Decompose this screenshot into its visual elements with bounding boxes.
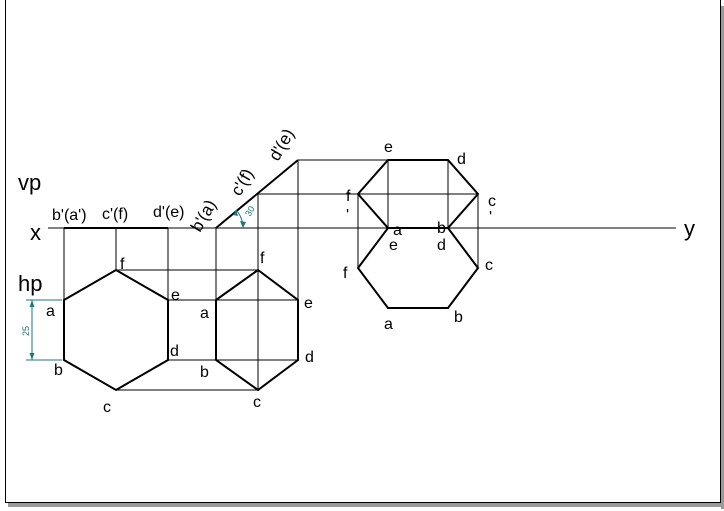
tv1-label-f: f (120, 256, 125, 273)
sv-upper-label-e: e (384, 139, 393, 156)
sv-upper-label-f: f (346, 188, 351, 205)
tv2-label-a: a (200, 305, 209, 322)
dimension-25-label: 25 (21, 326, 31, 336)
fv2-label-3: d'(e) (265, 126, 298, 164)
tv2-label-e: e (304, 295, 313, 312)
top-view-2-inner-lines (216, 270, 298, 390)
hp-label: hp (18, 271, 42, 296)
fv1-label-left: b'(a') (52, 207, 87, 224)
sv-lower-label-d: d (437, 237, 446, 254)
dimension-25 (26, 299, 62, 361)
top-view-2-hexagon (215, 268, 299, 392)
axis-x-label: x (30, 220, 41, 245)
frame-shadow-bottom (8, 503, 724, 507)
sv-lower-label-b: b (454, 309, 463, 326)
tv2-label-f: f (260, 250, 265, 267)
tv1-label-e: e (171, 287, 180, 304)
drawing-frame (5, 0, 721, 503)
tv1-label-b: b (54, 362, 63, 379)
angle-label: 30 (243, 204, 257, 218)
tv2-label-c: c (253, 394, 261, 411)
tv2-label-b: b (200, 364, 209, 381)
vp-label: vp (18, 170, 41, 195)
sv-lower-label-e: e (389, 237, 398, 254)
fv2-label-2: c'(f) (227, 165, 257, 199)
tv1-label-d: d (170, 343, 179, 360)
top-view-1-hexagon (63, 268, 169, 392)
side-view-upper-inner-lines (358, 160, 478, 228)
axis-y-label: y (684, 216, 695, 241)
tv1-label-c: c (103, 399, 111, 416)
tv2-label-d: d (305, 349, 314, 366)
sv-lower-label-c: c (485, 257, 493, 274)
side-view-projectors (357, 194, 479, 268)
fv2-label-1: b'(a) (187, 197, 220, 235)
sv-lower-label-a: a (384, 316, 393, 333)
fv1-label-right: d'(e) (153, 204, 185, 221)
frame-shadow-right (721, 6, 724, 509)
front-view-2-edge (215, 159, 299, 229)
angle-arrow-icon-2 (233, 210, 238, 216)
sv-upper-label-c: c (488, 193, 496, 210)
sv-upper-label-f-prime: ' (346, 207, 349, 224)
sv-lower-label-f: f (343, 265, 348, 282)
projectors-view-2 (215, 159, 388, 300)
sv-upper-label-c-prime: ' (489, 209, 492, 226)
tv1-label-a: a (46, 303, 55, 320)
side-view-lower-hexagon (356, 227, 480, 309)
sv-upper-label-d: d (457, 151, 466, 168)
fv1-label-middle: c'(f) (102, 206, 128, 223)
angle-arrow-icon (240, 221, 246, 228)
sv-upper-label-b: b (437, 220, 446, 237)
sv-upper-label-a: a (393, 222, 402, 239)
projectors-view-1 (63, 228, 258, 391)
